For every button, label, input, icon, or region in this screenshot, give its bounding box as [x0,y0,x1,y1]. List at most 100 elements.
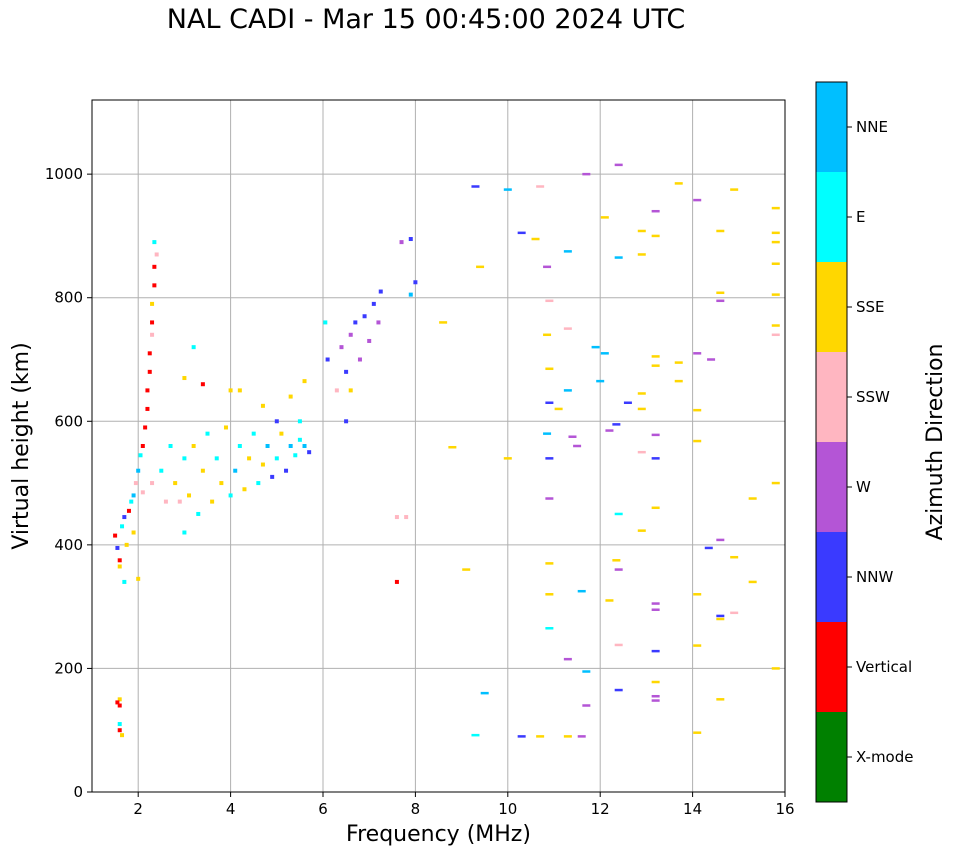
y-tick-label: 200 [54,659,83,677]
echo-point [154,252,159,257]
echo-point [605,599,614,602]
colorbar-segment [816,442,847,532]
echo-point [150,301,155,306]
echo-point [334,388,339,393]
echo-point [288,444,293,448]
echo-point [563,657,572,661]
echo-point [693,439,702,443]
echo-point [200,382,205,387]
echo-point [693,408,702,412]
echo-point [614,688,623,692]
echo-point [117,697,122,702]
colorbar-segment [816,712,847,802]
echo-point [378,289,383,294]
echo-point [242,487,247,492]
echo-point [129,499,134,504]
echo-point [771,206,780,210]
x-axis-ticks: 2 4 6 8 10 12 14 16 [133,792,795,818]
echo-point [651,608,660,611]
echo-point [563,327,572,330]
echo-point [704,546,713,550]
echo-point [730,611,739,615]
echo-point [545,367,554,371]
echo-point [228,493,233,498]
echo-point [612,423,621,426]
echo-point [771,231,780,235]
echo-point [152,283,157,288]
echo-point [163,499,168,504]
echo-point [693,352,702,355]
echo-point [582,670,591,673]
echo-point [200,468,205,473]
echo-point [376,320,381,325]
echo-point [730,188,739,191]
echo-point [145,406,150,411]
echo-point [674,379,683,383]
grid-lines [92,100,786,793]
echo-point [582,172,591,176]
echo-point [573,444,582,448]
echo-point [214,456,219,461]
echo-point [623,401,632,404]
echo-point [582,704,591,707]
echo-point [247,456,252,461]
colorbar-frame [815,81,848,803]
x-tick-label: 10 [498,800,517,818]
colorbar-segment [816,82,847,172]
echo-point [150,481,155,486]
echo-point [545,457,554,460]
azimuth-colorbar: X-mode Vertical NNW W SSW SSE E NNE [815,81,913,803]
echo-point [143,425,148,430]
echo-point [196,511,201,516]
y-tick-label: 400 [54,536,83,554]
echo-point [136,576,141,581]
colorbar-tick-label: NNW [856,568,893,586]
echo-point [568,435,577,438]
echo-point [260,403,265,408]
echo-point [302,379,307,384]
echo-point [182,376,187,381]
echo-point [693,731,702,734]
echo-point [651,649,660,653]
echo-point [439,321,448,324]
echo-point [716,614,725,618]
echo-point [503,188,512,191]
colorbar-segment [816,262,847,352]
echo-point [771,324,780,327]
echo-point [367,338,372,343]
echo-point [353,320,358,325]
echo-point [637,529,646,532]
echo-point [614,568,623,571]
echo-point [771,293,780,296]
echo-point [293,453,298,458]
echo-point [126,508,131,513]
x-tick-label: 2 [133,800,143,818]
echo-point [716,291,725,295]
plot-frame [91,99,786,793]
echo-point [256,481,261,486]
x-tick-label: 14 [683,800,702,818]
echo-point [543,432,552,435]
echo-point [693,593,702,596]
echo-point [545,627,554,630]
echo-point [637,229,646,233]
echo-point [122,579,127,584]
echo-point [147,369,152,374]
echo-point [115,700,120,705]
echo-point [223,425,228,430]
echo-point [577,735,586,738]
echo-point [133,481,138,486]
echo-point [117,728,122,733]
echo-point [117,558,122,563]
chart-title: NAL CADI - Mar 15 00:45:00 2024 UTC [166,4,686,35]
echo-point [637,450,646,454]
echo-point [674,361,683,364]
echo-point [716,617,725,621]
y-tick-label: 0 [73,783,83,801]
echo-point [297,437,302,442]
echo-point [117,564,122,569]
echo-point [605,429,614,432]
echo-point [748,497,757,500]
echo-point [771,240,780,244]
